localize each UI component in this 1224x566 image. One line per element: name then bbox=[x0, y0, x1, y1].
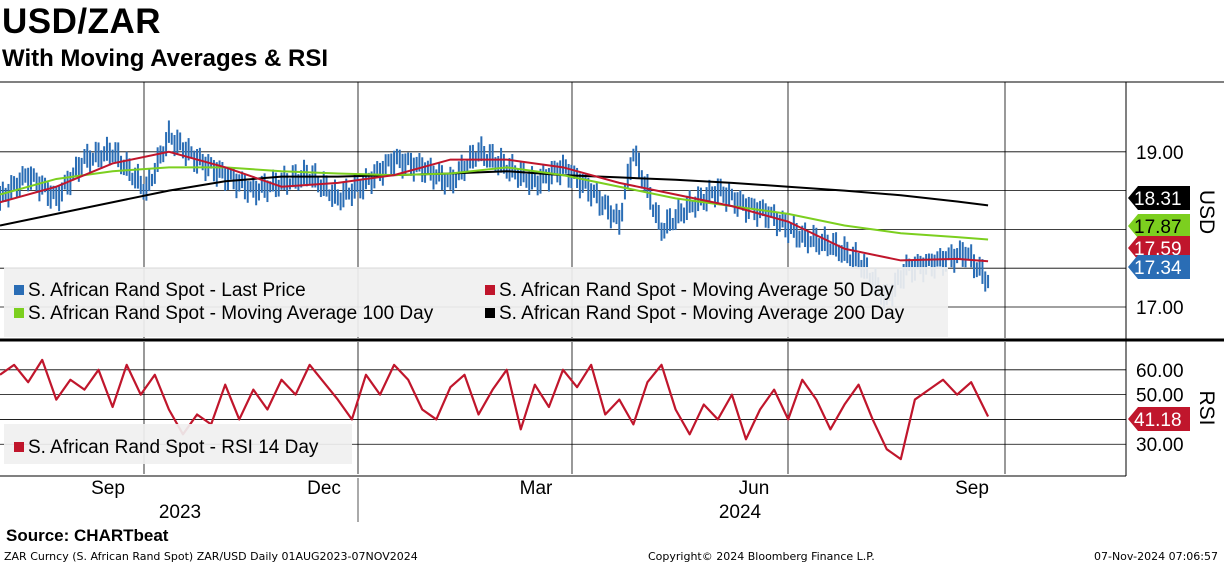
source-note: Source: CHARTbeat bbox=[6, 526, 169, 545]
footer-right: 07-Nov-2024 07:06:57 bbox=[1093, 550, 1218, 563]
y-axis-title-upper: USD bbox=[1195, 190, 1218, 234]
legend-swatch bbox=[14, 308, 24, 318]
value-tag-text: 17.34 bbox=[1134, 258, 1182, 279]
footer-left: ZAR Curncy (S. African Rand Spot) ZAR/US… bbox=[4, 550, 418, 563]
y-tick-label: 30.00 bbox=[1136, 435, 1184, 456]
value-tag-bg bbox=[1128, 186, 1190, 210]
ma-line-2 bbox=[0, 166, 989, 241]
legend-swatch bbox=[485, 308, 495, 318]
legend-label: S. African Rand Spot - Last Price bbox=[28, 280, 306, 301]
chart-title: USD/ZAR bbox=[2, 2, 162, 41]
legend-item-ma100: S. African Rand Spot - Moving Average 10… bbox=[14, 302, 433, 325]
y-axis-title-lower: RSI bbox=[1195, 390, 1218, 425]
ma-line-1 bbox=[0, 150, 989, 263]
legend-item-ma200: S. African Rand Spot - Moving Average 20… bbox=[485, 302, 904, 325]
value-tag-bg bbox=[1128, 407, 1190, 431]
rsi-line bbox=[0, 358, 990, 461]
y-tick-label: 19.00 bbox=[1136, 143, 1184, 164]
legend-item-rsi: S. African Rand Spot - RSI 14 Day bbox=[14, 436, 318, 459]
legend-label: S. African Rand Spot - Moving Average 50… bbox=[499, 280, 894, 301]
legend-item-ma50: S. African Rand Spot - Moving Average 50… bbox=[485, 279, 894, 302]
legend-item-last-price: S. African Rand Spot - Last Price bbox=[14, 279, 306, 302]
x-year-label: 2024 bbox=[719, 502, 762, 523]
tag-ma100: 17.87 bbox=[1128, 214, 1190, 238]
value-tag-text: 17.59 bbox=[1134, 239, 1182, 260]
legend-label: S. African Rand Spot - RSI 14 Day bbox=[28, 437, 319, 458]
x-tick-label: Sep bbox=[91, 478, 125, 499]
legend-label: S. African Rand Spot - Moving Average 20… bbox=[499, 303, 905, 324]
value-tag-text: 41.18 bbox=[1134, 410, 1182, 431]
x-year-label: 2023 bbox=[159, 502, 201, 523]
tag-last-price: 17.34 bbox=[1128, 255, 1190, 279]
y-tick-label: 50.00 bbox=[1136, 386, 1184, 407]
x-tick-label: Mar bbox=[520, 478, 553, 499]
y-tick-label: 17.00 bbox=[1136, 298, 1184, 319]
legend-swatch bbox=[14, 285, 24, 295]
legend-swatch bbox=[485, 285, 495, 295]
legend-rsi: S. African Rand Spot - RSI 14 Day bbox=[4, 424, 352, 464]
tag-ma200: 18.31 bbox=[1128, 186, 1190, 210]
value-tag-bg bbox=[1128, 214, 1190, 238]
footer-center: Copyright© 2024 Bloomberg Finance L.P. bbox=[648, 550, 875, 563]
value-tag-bg bbox=[1128, 236, 1190, 260]
value-tag-text: 18.31 bbox=[1134, 189, 1182, 210]
x-tick-label: Sep bbox=[955, 478, 989, 499]
y-tick-label: 60.00 bbox=[1136, 361, 1184, 382]
x-tick-label: Dec bbox=[307, 478, 341, 499]
ma-line-3 bbox=[0, 170, 989, 227]
legend-swatch bbox=[14, 442, 24, 452]
legend-label: S. African Rand Spot - Moving Average 10… bbox=[28, 303, 434, 324]
tag-rsi: 41.18 bbox=[1128, 407, 1190, 431]
x-tick-label: Jun bbox=[739, 478, 770, 499]
legend-price: S. African Rand Spot - Last Price S. Afr… bbox=[4, 267, 948, 337]
value-tag-bg bbox=[1128, 255, 1190, 279]
chart-subtitle: With Moving Averages & RSI bbox=[2, 45, 329, 72]
tag-ma50: 17.59 bbox=[1128, 236, 1190, 260]
value-tag-text: 17.87 bbox=[1134, 217, 1182, 238]
